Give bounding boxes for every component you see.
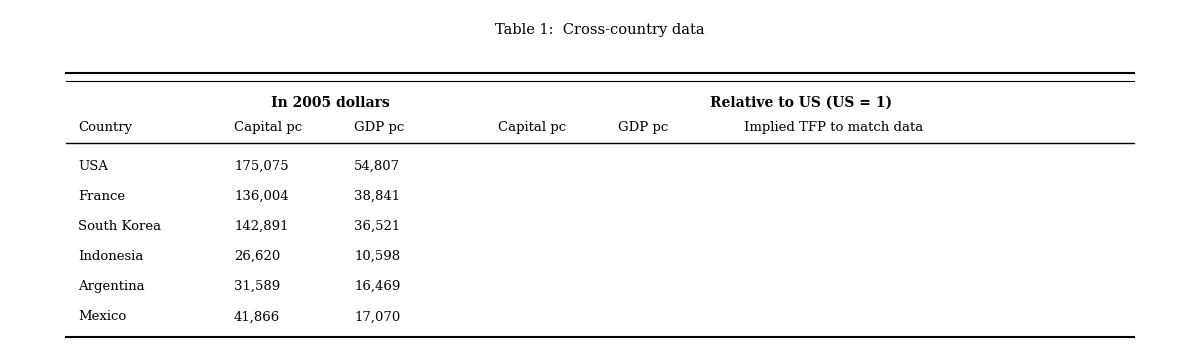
Text: GDP pc: GDP pc: [354, 121, 404, 134]
Text: In 2005 dollars: In 2005 dollars: [271, 96, 389, 110]
Text: Indonesia: Indonesia: [78, 250, 143, 263]
Text: Country: Country: [78, 121, 132, 134]
Text: Table 1:  Cross-country data: Table 1: Cross-country data: [496, 23, 704, 37]
Text: 10,598: 10,598: [354, 250, 400, 263]
Text: 54,807: 54,807: [354, 160, 400, 173]
Text: 38,841: 38,841: [354, 190, 400, 203]
Text: 17,070: 17,070: [354, 310, 401, 323]
Text: South Korea: South Korea: [78, 220, 161, 233]
Text: GDP pc: GDP pc: [618, 121, 668, 134]
Text: Capital pc: Capital pc: [498, 121, 566, 134]
Text: 142,891: 142,891: [234, 220, 288, 233]
Text: Argentina: Argentina: [78, 280, 145, 293]
Text: Capital pc: Capital pc: [234, 121, 302, 134]
Text: 16,469: 16,469: [354, 280, 401, 293]
Text: 41,866: 41,866: [234, 310, 281, 323]
Text: Implied TFP to match data: Implied TFP to match data: [744, 121, 923, 134]
Text: 26,620: 26,620: [234, 250, 281, 263]
Text: USA: USA: [78, 160, 108, 173]
Text: 175,075: 175,075: [234, 160, 289, 173]
Text: Relative to US (US = 1): Relative to US (US = 1): [710, 96, 892, 110]
Text: 136,004: 136,004: [234, 190, 289, 203]
Text: France: France: [78, 190, 125, 203]
Text: 31,589: 31,589: [234, 280, 281, 293]
Text: 36,521: 36,521: [354, 220, 401, 233]
Text: Mexico: Mexico: [78, 310, 126, 323]
